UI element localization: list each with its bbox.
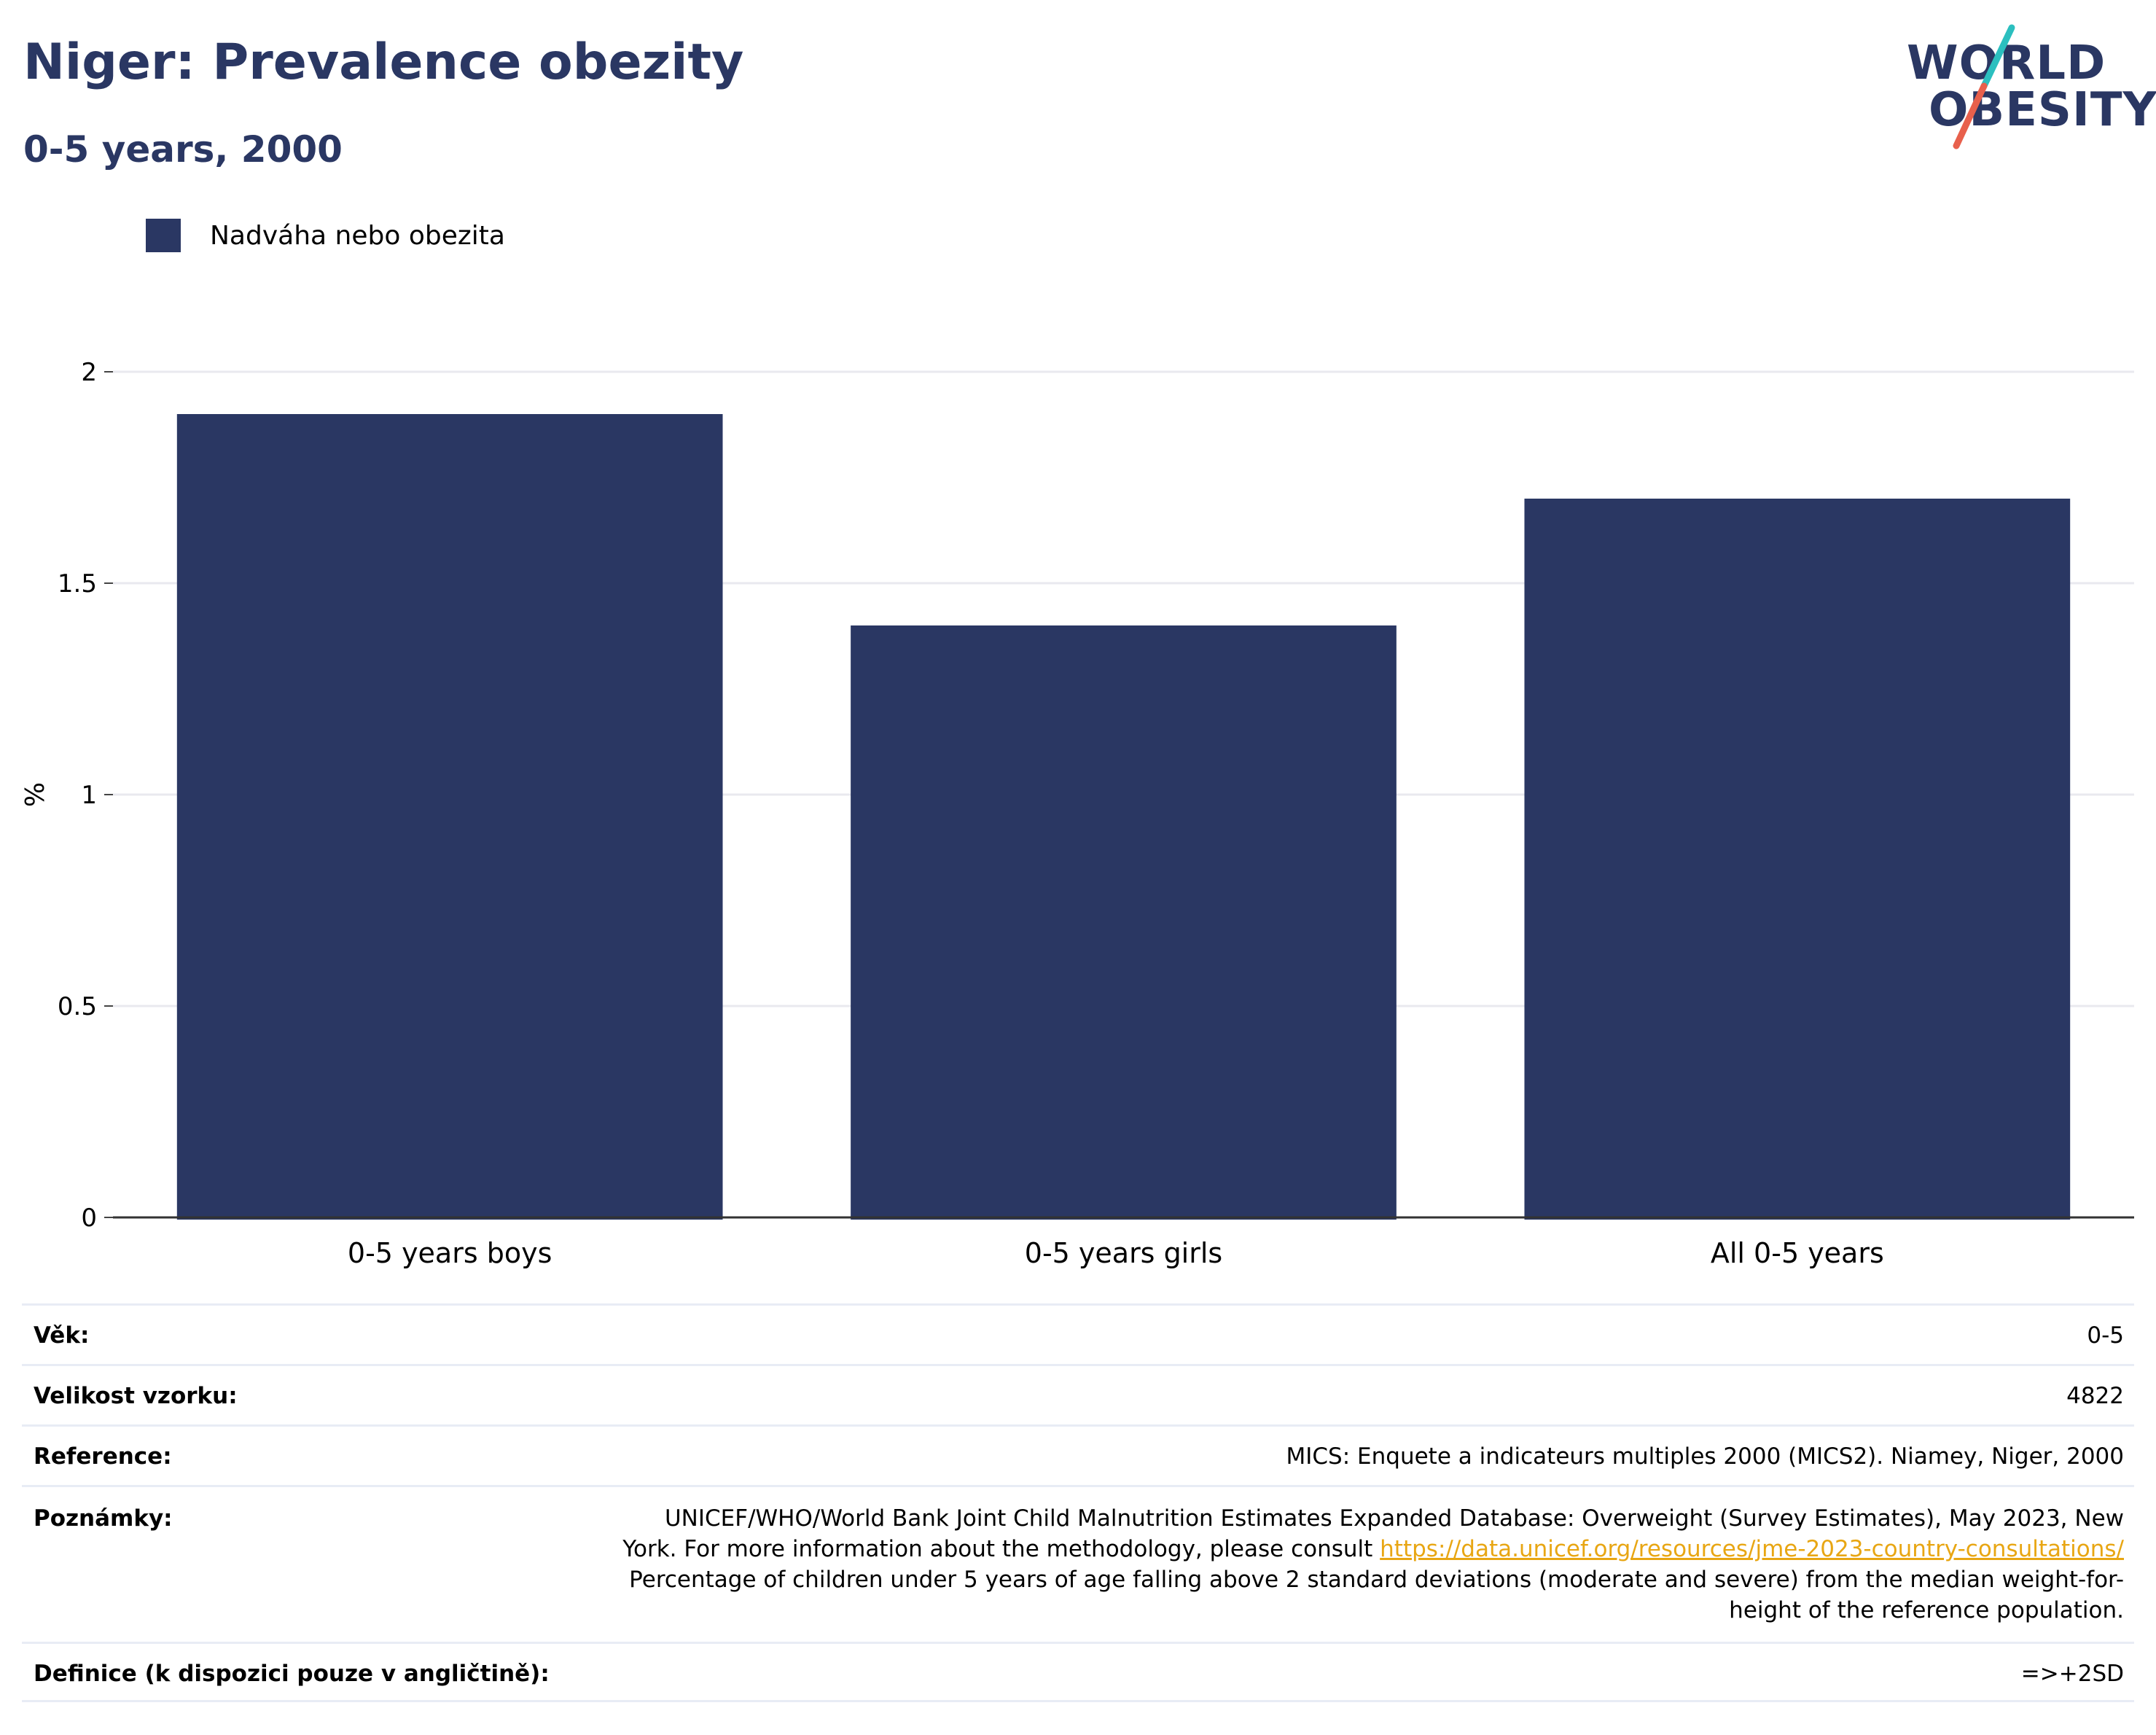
methodology-link[interactable]: https://data.unicef.org/resources/jme-20… xyxy=(1380,1536,2124,1562)
bar xyxy=(176,414,723,1220)
x-tick-label: 0-5 years boys xyxy=(348,1237,552,1269)
y-tick-label: 1 xyxy=(81,781,97,810)
y-axis-label: % xyxy=(20,782,50,807)
legend-swatch xyxy=(146,219,181,252)
reference-value: MICS: Enquete a indicateurs multiples 20… xyxy=(1286,1443,2124,1470)
age-value: 0-5 xyxy=(2087,1322,2124,1349)
chart-legend[interactable]: Nadváha nebo obezita xyxy=(146,219,505,252)
info-table: Věk: 0-5 Velikost vzorku: 4822 Reference… xyxy=(22,1303,2134,1702)
notes-text-after: Percentage of children under 5 years of … xyxy=(629,1567,2124,1623)
reference-label: Reference: xyxy=(34,1443,172,1470)
notes-label: Poznámky: xyxy=(34,1505,173,1532)
definition-value: =>+2SD xyxy=(2020,1661,2124,1687)
bar xyxy=(1524,499,2071,1220)
info-row-reference: Reference: MICS: Enquete a indicateurs m… xyxy=(22,1424,2134,1485)
logo-slash-icon xyxy=(1953,24,2015,149)
sample-size-label: Velikost vzorku: xyxy=(34,1383,238,1409)
chart-title: Niger: Prevalence obezity xyxy=(23,34,744,91)
notes-text-before: UNICEF/WHO/World Bank Joint Child Malnut… xyxy=(622,1505,2124,1562)
info-row-notes: Poznámky: UNICEF/WHO/World Bank Joint Ch… xyxy=(22,1485,2134,1642)
x-tick-label: All 0-5 years xyxy=(1711,1237,1884,1269)
world-obesity-logo: WORLD OBESITY xyxy=(1902,22,2156,153)
y-tick-label: 0.5 xyxy=(58,992,97,1021)
x-tick-label: 0-5 years girls xyxy=(1025,1237,1222,1269)
age-label: Věk: xyxy=(34,1322,90,1349)
bar-chart: 0 0.5 1 1.5 2% 0-5 years boys 0-5 years girls A… xyxy=(20,358,2134,1269)
sample-size-value: 4822 xyxy=(2066,1383,2124,1409)
info-row-sample-size: Velikost vzorku: 4822 xyxy=(22,1364,2134,1424)
info-row-age: Věk: 0-5 xyxy=(22,1303,2134,1364)
bar xyxy=(851,625,1397,1220)
chart-subtitle: 0-5 years, 2000 xyxy=(23,128,343,171)
y-tick-label: 2 xyxy=(81,358,97,387)
notes-value: UNICEF/WHO/World Bank Joint Child Malnut… xyxy=(604,1503,2134,1626)
legend-label: Nadváha nebo obezita xyxy=(210,220,505,251)
info-row-definition: Definice (k dispozici pouze v angličtině… xyxy=(22,1642,2134,1702)
y-tick-label: 0 xyxy=(81,1204,97,1233)
y-tick-label: 1.5 xyxy=(58,569,97,599)
definition-label: Definice (k dispozici pouze v angličtině… xyxy=(34,1661,550,1687)
